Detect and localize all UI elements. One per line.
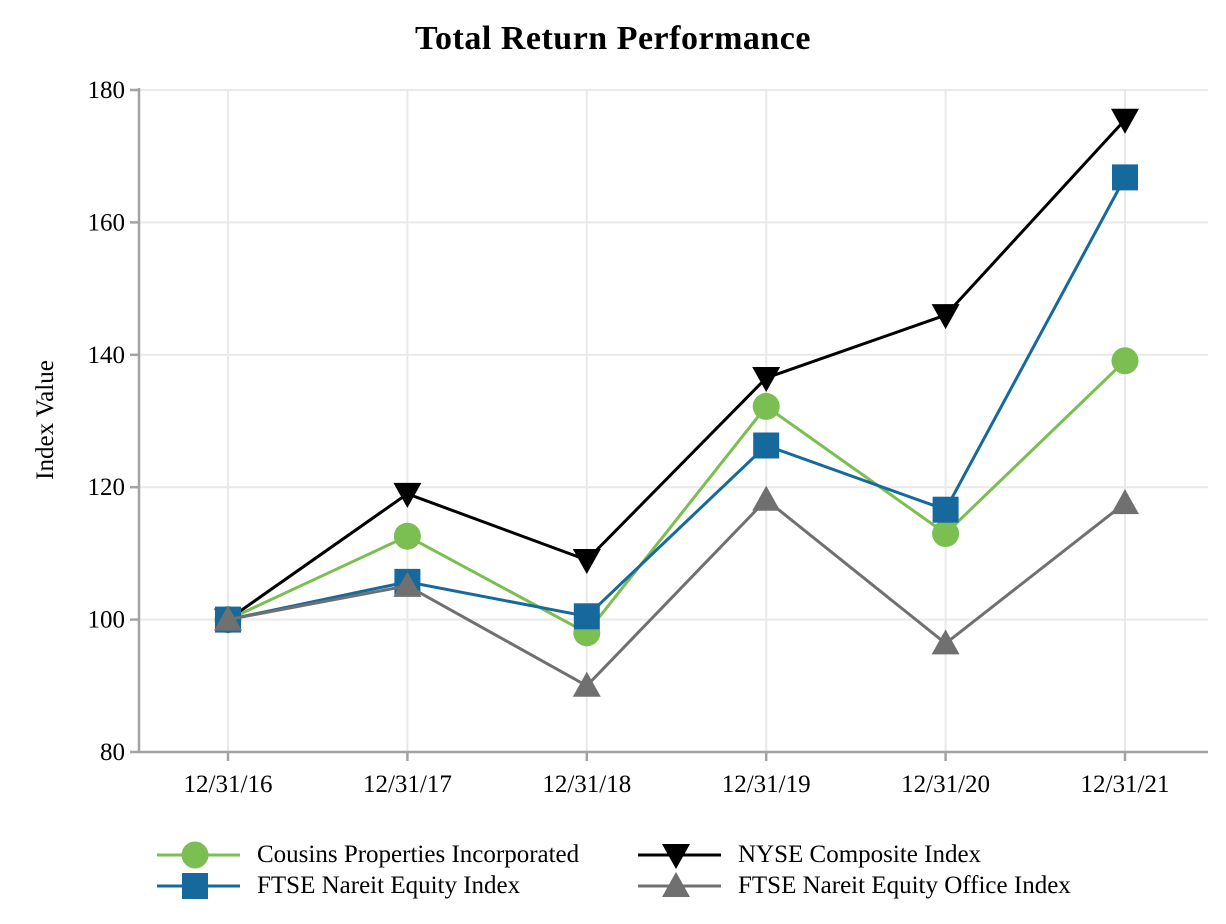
marker-cousins-properties-incorporated: [752, 392, 780, 420]
legend-label: FTSE Nareit Equity Office Index: [738, 871, 1071, 899]
legend-label: Cousins Properties Incorporated: [257, 840, 580, 868]
series-cousins-properties-incorporated-line: [227, 359, 1127, 635]
x-tick-labels: 12/31/16 12/31/17 12/31/18 12/31/19 12/31/20…: [184, 771, 1170, 798]
series-ftse-nareit-equity-index-line: [227, 176, 1127, 622]
x-tick-label: 12/31/21: [1081, 771, 1170, 798]
marker-ftse-nareit-equity-office-index: [572, 671, 601, 697]
legend-marker: [662, 871, 690, 897]
marker-nyse-composite-index: [572, 549, 601, 575]
legend-item-ftse-nareit-equity-index: FTSE Nareit Equity Index: [156, 870, 637, 901]
legend-marker: [662, 843, 690, 869]
legend-marker-triangle-up-icon: [638, 871, 721, 897]
marker-ftse-nareit-equity-index: [753, 432, 780, 459]
legend-item-cousins-properties-incorporated: Cousins Properties Incorporated: [156, 839, 637, 870]
y-tick-labels: 80 100 120 140 160 180: [88, 77, 126, 766]
marker-ftse-nareit-equity-index: [932, 496, 959, 523]
axes: [130, 88, 1208, 761]
series-nyse-composite-index-line: [227, 118, 1127, 621]
series-ftse-nareit-equity-office-index-line: [227, 497, 1126, 688]
gridlines: [139, 89, 1208, 752]
legend-marker-square-icon: [157, 872, 240, 899]
marker-ftse-nareit-equity-index: [1112, 164, 1138, 191]
y-tick-label: 100: [88, 607, 126, 634]
y-tick-label: 140: [88, 342, 126, 369]
legend-label: FTSE Nareit Equity Index: [257, 871, 521, 899]
marker-nyse-composite-index: [393, 482, 422, 508]
marker-ftse-nareit-equity-office-index: [214, 605, 242, 631]
x-tick-label: 12/31/18: [542, 771, 631, 798]
x-tick-label: 12/31/20: [901, 771, 990, 798]
x-tick-label: 12/31/17: [363, 771, 452, 798]
y-tick-label: 160: [88, 209, 126, 236]
marker-cousins-properties-incorporated: [932, 520, 960, 548]
series-nyse-composite-index: [214, 108, 1139, 634]
marker-nyse-composite-index: [752, 366, 781, 392]
marker-ftse-nareit-equity-office-index: [931, 629, 960, 655]
marker-nyse-composite-index: [1111, 108, 1139, 134]
series-ftse-nareit-equity-office-index: [214, 485, 1139, 697]
marker-ftse-nareit-equity-office-index: [1111, 489, 1139, 515]
marker-nyse-composite-index: [931, 304, 960, 330]
marker-cousins-properties-incorporated: [393, 522, 421, 550]
legend-label: NYSE Composite Index: [738, 840, 982, 868]
legend-marker-circle-icon: [157, 841, 240, 868]
marker-ftse-nareit-equity-office-index: [752, 485, 781, 511]
marker-ftse-nareit-equity-index: [573, 603, 600, 630]
legend-item-nyse-composite-index: NYSE Composite Index: [637, 839, 1071, 870]
chart-legend: Cousins Properties Incorporated NYSE Comp…: [156, 839, 1071, 901]
legend-marker-triangle-down-icon: [638, 843, 721, 869]
y-tick-label: 80: [100, 739, 125, 766]
chart-title: Total Return Performance: [415, 20, 811, 57]
legend-item-ftse-nareit-equity-office-index: FTSE Nareit Equity Office Index: [637, 870, 1071, 901]
marker-ftse-nareit-equity-office-index: [393, 571, 422, 597]
x-tick-label: 12/31/19: [722, 771, 811, 798]
y-tick-label: 120: [88, 474, 126, 501]
legend-marker: [182, 872, 208, 899]
marker-cousins-properties-incorporated: [1111, 347, 1139, 375]
y-tick-label: 180: [88, 77, 126, 104]
x-tick-label: 12/31/16: [184, 771, 273, 798]
legend-marker: [181, 841, 209, 868]
